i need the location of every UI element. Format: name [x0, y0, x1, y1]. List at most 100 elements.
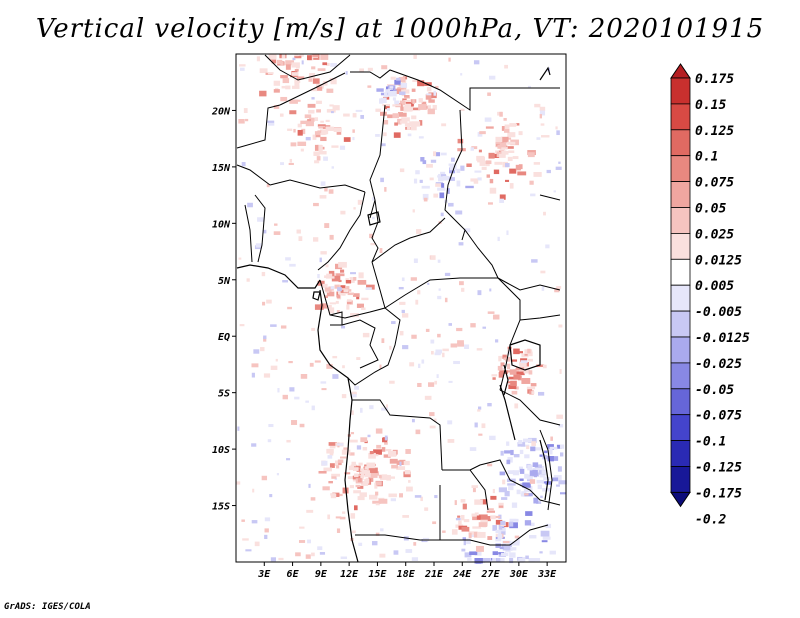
border-drc-angola	[352, 399, 443, 471]
lon-tick-label: 9E	[315, 569, 328, 580]
lon-tick-label: 15E	[368, 569, 387, 580]
colorbar-box	[670, 207, 691, 234]
colorbar-level-label: -0.125	[695, 461, 742, 476]
colorbar-box	[670, 129, 691, 157]
border-benin	[254, 194, 266, 263]
colorbar-box	[670, 284, 691, 312]
country-borders	[236, 54, 561, 546]
border-zambia	[469, 459, 561, 506]
border-cameroon-chad	[371, 199, 379, 263]
border-chad-sudan	[444, 109, 466, 241]
coast-lake-tanganyika	[499, 384, 516, 441]
colorbar-level-label: -0.1	[695, 435, 726, 450]
lon-tick-label: 21E	[424, 569, 444, 580]
colorbar-level-label: -0.175	[695, 486, 742, 501]
colorbar-level-label: -0.025	[695, 357, 742, 372]
border-ethiopia	[539, 194, 561, 201]
coast-east-top	[539, 66, 551, 81]
border-eq-guinea	[329, 311, 343, 326]
border-car-sudan	[464, 229, 499, 279]
coast-lake-victoria	[509, 339, 541, 371]
lon-tick-label: 30E	[509, 569, 529, 580]
footer-credit: GrADS: IGES/COLA	[4, 602, 91, 612]
lon-tick-label: 24E	[452, 569, 472, 580]
colorbar-box	[670, 388, 691, 416]
border-sudan-south	[497, 277, 561, 291]
colorbar-box	[670, 258, 691, 286]
colorbar-level-label: 0.0125	[695, 253, 742, 268]
coast-gulf-of-guinea	[236, 264, 321, 289]
colorbar-box	[670, 336, 691, 364]
colorbar-level-label: 0.125	[695, 124, 734, 139]
colorbar-boxes	[670, 63, 691, 508]
chart-title: Vertical velocity [m/s] at 1000hPa, VT: …	[35, 14, 765, 44]
colorbar-level-label: 0.005	[695, 279, 734, 294]
colorbar-box	[670, 232, 691, 260]
border-malawi	[539, 429, 553, 511]
lon-tick-label: 27E	[481, 569, 501, 580]
colorbar-box	[670, 103, 691, 131]
lon-tick-label: 6E	[287, 569, 300, 580]
colorbar-box	[670, 362, 691, 390]
border-nigeria-cameroon	[317, 191, 366, 271]
colorbar-box	[670, 414, 691, 442]
lon-tick-label: 12E	[340, 569, 359, 580]
border-niger-chad	[369, 104, 386, 219]
border-gabon-congo	[341, 319, 379, 369]
map-frame	[235, 53, 567, 563]
border-algeria-niger	[279, 72, 346, 106]
colorbar-box	[670, 466, 691, 493]
colorbar-level-label: 0.175	[695, 72, 734, 87]
lat-tick-label: 15S	[212, 502, 230, 513]
lat-tick-label: 10S	[212, 445, 230, 456]
lon-tick-label: 18E	[397, 569, 416, 580]
colorbar-level-label: -0.075	[695, 409, 742, 424]
border-congo-drc	[347, 307, 401, 386]
lat-tick-label: 20N	[211, 106, 231, 117]
border-north-2	[350, 69, 560, 111]
border-niger-nigeria	[269, 179, 366, 193]
coast-bioko	[312, 291, 321, 301]
coastlines	[236, 66, 551, 563]
colorbar-box	[670, 155, 691, 182]
border-zambia-south	[469, 524, 549, 546]
map-axes: 20N 15N 10N 5N EQ 5S 10S 15S 3E 6E 9E 12E 15E 18E 21E 2…	[211, 106, 557, 580]
colorbar-level-label: -0.2	[695, 512, 726, 527]
colorbar-level-label: 0.05	[695, 202, 726, 217]
lat-tick-label: 15N	[212, 163, 231, 174]
lat-tick-label: 5N	[218, 276, 231, 287]
colorbar-level-label: -0.05	[695, 383, 734, 398]
border-togo	[244, 204, 253, 263]
lat-tick-label: 10N	[212, 219, 231, 230]
border-drc-east	[497, 277, 521, 391]
colorbar-bottom-arrow	[670, 491, 691, 508]
velocity-field	[236, 54, 567, 564]
border-tanzania	[499, 389, 561, 426]
colorbar-level-label: 0.1	[695, 150, 718, 165]
border-car-north	[371, 217, 446, 263]
lon-tick-label: 3E	[257, 569, 271, 580]
colorbar-level-label: -0.0125	[695, 331, 750, 346]
colorbar-level-label: 0.15	[695, 98, 726, 113]
colorbar-labels: 0.175 0.15 0.125 0.1 0.075 0.05 0.025 0.0125 0.0…	[695, 72, 750, 527]
coast-lake-kivu	[503, 364, 509, 396]
border-north-1	[264, 54, 351, 81]
border-angola-namibia	[355, 534, 470, 541]
colorbar-box	[670, 310, 691, 338]
colorbar-level-label: -0.005	[695, 305, 742, 320]
coast-west-central	[317, 289, 359, 563]
colorbar-level-label: 0.075	[695, 176, 734, 191]
coast-lake-chad	[367, 211, 381, 226]
colorbar-level-label: 0.025	[695, 227, 734, 242]
border-niger-west	[236, 104, 281, 149]
colorbar-box	[670, 77, 691, 105]
lat-tick-label: 5S	[218, 389, 230, 400]
coast-lake-malawi	[539, 439, 549, 501]
colorbar-box	[670, 181, 691, 208]
colorbar-top-arrow	[670, 63, 691, 79]
lat-tick-label: EQ	[218, 332, 230, 343]
border-angola-zambia	[442, 469, 489, 511]
border-uganda	[519, 314, 561, 321]
